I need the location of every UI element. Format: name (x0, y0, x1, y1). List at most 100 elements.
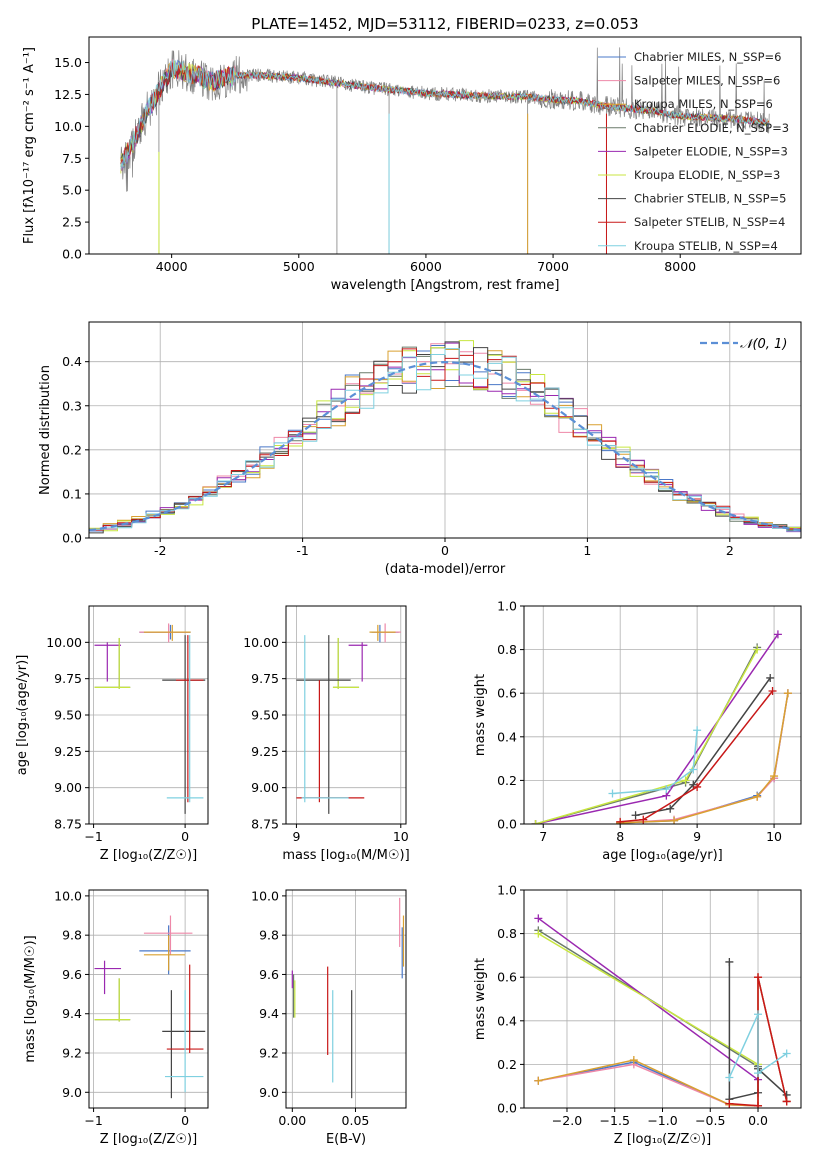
y-tick-label: 1.0 (497, 883, 517, 898)
massweight-vs-metallicity-panel: −2.0 −1.5 −1.0 −0.5 0.0 0.0 0.2 0.4 0.6 0.8 1.0 Z [… (473, 883, 802, 1147)
x-tick-label: 0.0 (748, 1113, 768, 1128)
mass-weight-point-marker (534, 914, 543, 923)
x-tick-label: -1 (296, 543, 308, 558)
x-axis-label: age [log₁₀(age/yr)] (602, 848, 723, 863)
y-tick-label: 9.25 (251, 744, 279, 759)
age-vs-mass-panel: 9 10 8.75 9.00 9.25 9.50 9.75 10.00 mass [log₁₀(… (243, 605, 410, 863)
y-tick-label: 9.6 (259, 967, 279, 982)
model-spectrum-line (120, 59, 770, 170)
plot-area (291, 897, 405, 1099)
plot-frame (285, 605, 407, 825)
y-tick-label: 0.2 (62, 442, 82, 457)
legend-label: Chabrier MILES, N_SSP=6 (634, 50, 781, 64)
mass-weight-point-marker (629, 1056, 638, 1065)
x-tick-label: −1 (84, 829, 102, 844)
plot-frame (285, 889, 407, 1109)
y-tick-label: 1.0 (497, 599, 517, 614)
mass-weight-point-marker (754, 973, 763, 982)
y-tick-label: 0.0 (62, 531, 82, 546)
y-tick-label: 15.0 (54, 55, 82, 70)
y-tick-label: 0.3 (62, 398, 82, 413)
legend-label: Kroupa MILES, N_SSP=6 (634, 97, 773, 111)
spectrum-legend: Chabrier MILES, N_SSP=6 Salpeter MILES, N… (598, 50, 789, 253)
legend-label: 𝒩(0, 1) (740, 337, 787, 352)
y-tick-label: 9.4 (259, 1006, 279, 1021)
x-axis-label: (data-model)/error (385, 562, 506, 577)
plot-area (531, 630, 792, 824)
x-tick-label: 6000 (410, 259, 442, 274)
y-tick-label: 0.2 (497, 773, 517, 788)
mass-weight-point-marker (725, 1099, 734, 1108)
y-tick-label: 9.2 (259, 1046, 279, 1061)
y-tick-label: 9.75 (54, 671, 82, 686)
y-tick-label: 0.6 (497, 686, 517, 701)
legend-label: Salpeter MILES, N_SSP=6 (634, 74, 780, 88)
y-tick-label: 0.8 (497, 642, 517, 657)
residual-histogram-panel: -2 -1 0 1 2 0.0 0.1 0.2 0.3 0.4 (data-model)/error… (38, 321, 802, 577)
x-tick-label: 8000 (664, 259, 696, 274)
y-axis-label: Normed distribution (38, 365, 53, 495)
mass-vs-ebv-panel: 0.00 0.05 9.0 9.2 9.4 9.6 9.8 10.0 E(B-V) (251, 888, 407, 1147)
y-axis-label: mass [log₁₀(M/M☉)] (23, 935, 38, 1062)
y-tick-label: 5.0 (62, 183, 82, 198)
y-tick-label: 0.0 (62, 247, 82, 262)
x-tick-label: 1 (583, 543, 591, 558)
y-tick-label: 9.2 (62, 1046, 82, 1061)
mass-weight-point-marker (725, 957, 734, 966)
x-tick-label: 10 (766, 829, 782, 844)
mass-weight-point-marker (773, 630, 782, 639)
x-tick-label: 10 (393, 829, 409, 844)
y-tick-label: 9.0 (259, 1085, 279, 1100)
y-tick-label: 0.4 (497, 729, 517, 744)
x-tick-label: 7 (539, 829, 547, 844)
x-axis-label: E(B-V) (326, 1132, 366, 1147)
figure-title: PLATE=1452, MJD=53112, FIBERID=0233, z=0… (251, 15, 638, 33)
mass-vs-metallicity-panel: −1 0 9.0 9.2 9.4 9.6 9.8 10.0 Z [log₁₀(Z/Z☉)] mas… (23, 888, 209, 1147)
plot-frame (88, 36, 802, 255)
x-tick-label: 4000 (156, 259, 188, 274)
y-tick-label: 10.0 (54, 119, 82, 134)
mass-weight-point-marker (725, 1073, 734, 1082)
mass-weight-point-marker (689, 765, 698, 774)
x-tick-label: 8 (616, 829, 624, 844)
x-axis-label: mass [log₁₀(M/M☉)] (282, 848, 409, 863)
y-tick-label: 10.00 (243, 635, 279, 650)
mass-weight-point-marker (754, 1069, 763, 1078)
mass-weight-point-marker (754, 1010, 763, 1019)
plot-area (94, 623, 206, 814)
x-tick-label: 0 (441, 543, 449, 558)
mass-weight-point-marker (616, 817, 625, 824)
legend-label: Kroupa ELODIE, N_SSP=3 (634, 168, 780, 182)
mass-weight-point-marker (534, 929, 543, 938)
y-tick-label: 0.6 (497, 970, 517, 985)
y-tick-label: 9.8 (259, 928, 279, 943)
mass-weight-point-marker (666, 804, 675, 813)
y-axis-label: Flux [fλ10⁻¹⁷ erg cm⁻² s⁻¹ A⁻¹] (22, 47, 37, 244)
x-axis-label: Z [log₁₀(Z/Z☉)] (614, 1132, 711, 1147)
massweight-vs-age-panel: 7 8 9 10 0.0 0.2 0.4 0.6 0.8 1.0 age [log₁₀(age/yr… (473, 599, 802, 863)
mass-weight-point-marker (770, 772, 779, 781)
legend-label: Salpeter ELODIE, N_SSP=3 (634, 144, 788, 158)
mass-weight-point-marker (670, 816, 679, 824)
mass-weight-point-marker (753, 645, 762, 654)
y-tick-label: 9.25 (54, 744, 82, 759)
legend-label: Chabrier ELODIE, N_SSP=3 (634, 121, 789, 135)
x-tick-label: −1.0 (647, 1113, 677, 1128)
mass-weight-point-marker (631, 811, 640, 820)
x-tick-label: 7000 (537, 259, 569, 274)
y-tick-label: 9.75 (251, 671, 279, 686)
mass-weight-series-line (728, 1013, 788, 1078)
y-tick-label: 8.75 (54, 817, 82, 832)
y-tick-label: 0.2 (497, 1057, 517, 1072)
y-tick-label: 0.1 (62, 486, 82, 501)
y-tick-label: 0.8 (497, 926, 517, 941)
plot-area (94, 915, 206, 1099)
y-tick-label: 12.5 (54, 87, 82, 102)
mass-weight-point-marker (639, 815, 648, 824)
x-tick-label: −1.5 (600, 1113, 630, 1128)
mass-weight-point-marker (662, 785, 671, 794)
x-tick-label: 0.05 (342, 1113, 370, 1128)
plot-area (120, 47, 770, 254)
legend-label: Kroupa STELIB, N_SSP=4 (634, 239, 778, 253)
x-tick-label: −0.5 (695, 1113, 725, 1128)
